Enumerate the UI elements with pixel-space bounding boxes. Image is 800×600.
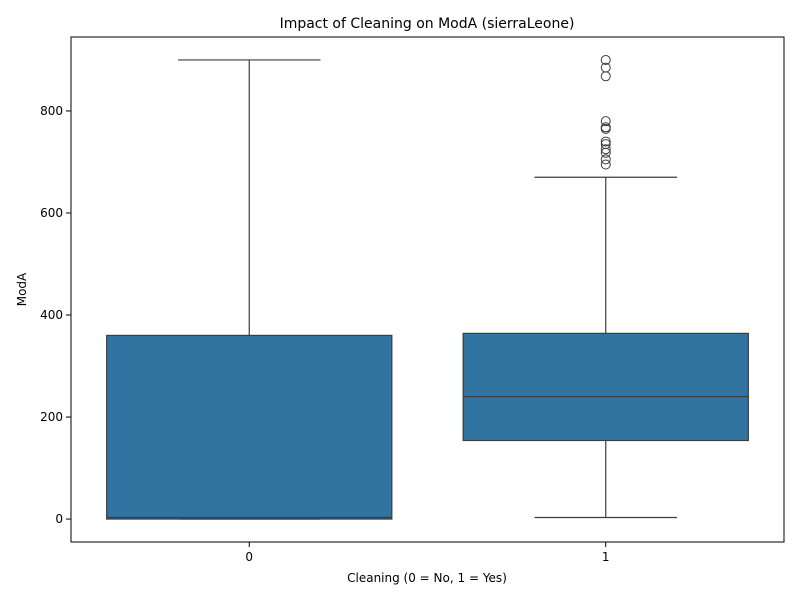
axes: 0 200 400 600 800 0 1: [40, 104, 609, 564]
box-0: [106, 334, 393, 520]
outlier-point: [600, 154, 611, 165]
y-tick-label: 200: [40, 410, 63, 424]
x-tick-label: 0: [245, 550, 253, 564]
outlier-point: [600, 62, 611, 73]
outlier-point: [600, 159, 611, 170]
y-tick-label: 400: [40, 308, 63, 322]
outlier-point: [600, 54, 611, 65]
outlier-point: [600, 139, 611, 150]
box-1: [462, 332, 749, 442]
box-group-1: [462, 54, 749, 519]
outlier-point: [600, 144, 611, 155]
box-group-0: [106, 59, 393, 520]
y-axis-title: ModA: [15, 272, 29, 306]
y-tick-label: 600: [40, 206, 63, 220]
y-tick-label: 800: [40, 104, 63, 118]
x-axis-title: Cleaning (0 = No, 1 = Yes): [347, 571, 507, 585]
plot-frame: [70, 36, 785, 543]
outlier-point: [600, 116, 611, 127]
outlier-point: [600, 136, 611, 147]
x-tick-label: 1: [602, 550, 610, 564]
outlier-point: [600, 122, 611, 133]
plot-area: [106, 54, 749, 520]
y-tick-label: 0: [55, 512, 63, 526]
outlier-point: [600, 71, 611, 82]
chart-title: Impact of Cleaning on ModA (sierraLeone): [280, 16, 575, 32]
